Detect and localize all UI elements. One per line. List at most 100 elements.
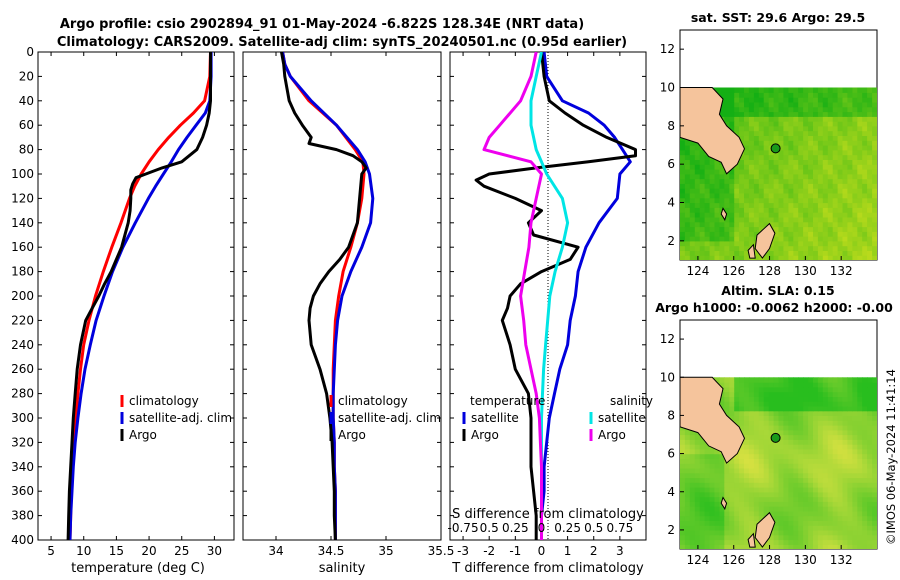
field-cell [778, 434, 784, 440]
field-cell [872, 178, 877, 184]
field-cell [827, 111, 834, 117]
field-cell [714, 240, 720, 247]
field-cell [744, 463, 750, 469]
field-cell [788, 410, 794, 416]
field-cell [852, 207, 858, 213]
field-cell [729, 544, 735, 549]
field-cell [813, 173, 819, 180]
field-cell [793, 106, 799, 113]
field-cell [872, 405, 877, 412]
field-cell [704, 506, 711, 512]
field-cell [813, 87, 819, 93]
field-cell [758, 106, 765, 113]
field-cell [734, 529, 740, 536]
field-cell [739, 425, 745, 431]
field-cell [788, 149, 794, 156]
field-cell [822, 178, 829, 184]
field-cell [773, 496, 780, 502]
field-cell [680, 501, 686, 507]
field-cell [793, 425, 799, 431]
field-cell [872, 544, 877, 549]
field-cell [842, 410, 848, 416]
field-cell [852, 221, 858, 228]
field-cell [872, 439, 877, 445]
field-cell [822, 453, 829, 459]
field-cell [758, 506, 765, 512]
field-cell [763, 434, 770, 440]
field-cell [783, 202, 789, 208]
field-cell [827, 458, 834, 464]
field-cell [847, 401, 853, 407]
field-cell [813, 202, 819, 208]
field-cell [808, 420, 814, 426]
field-cell [862, 221, 868, 228]
field-cell [837, 169, 844, 175]
field-cell [734, 226, 740, 232]
field-cell [817, 178, 824, 184]
field-cell [699, 149, 706, 156]
field-cell [783, 111, 789, 117]
field-cell [744, 501, 750, 507]
field-cell [778, 396, 784, 402]
field-cell [832, 159, 839, 165]
field-cell [842, 111, 848, 117]
field-cell [798, 396, 804, 402]
field-cell [744, 140, 750, 146]
field-cell [748, 164, 755, 170]
field-cell [763, 405, 770, 412]
field-cell [783, 212, 789, 218]
field-cell [808, 121, 814, 127]
field-cell [788, 245, 794, 251]
map-y-tick-label: 6 [667, 157, 675, 171]
field-cell [837, 525, 844, 531]
x-tick-label: 10 [76, 544, 91, 558]
field-cell [872, 501, 877, 507]
field-cell [837, 458, 844, 464]
field-cell [783, 463, 789, 469]
field-cell [847, 487, 853, 493]
field-cell [822, 145, 829, 151]
field-cell [798, 92, 804, 98]
field-cell [753, 458, 760, 464]
field-cell [734, 240, 740, 247]
sst-map-title: sat. SST: 29.6 Argo: 29.5 [691, 10, 865, 25]
field-cell [867, 92, 873, 98]
field-cell [852, 448, 858, 455]
field-cell [832, 444, 839, 450]
field-cell [773, 510, 780, 517]
field-cell [872, 106, 877, 113]
field-cell [773, 197, 780, 204]
field-cell [813, 97, 819, 103]
field-cell [817, 420, 824, 426]
field-cell [773, 391, 780, 397]
field-cell [842, 429, 848, 436]
field-cell [719, 534, 725, 541]
field-cell [773, 140, 780, 146]
field-cell [837, 92, 844, 98]
legend-label-satellite: satellite-adj. clim [129, 411, 232, 425]
field-cell [783, 401, 789, 407]
field-cell [862, 501, 868, 507]
field-cell [744, 444, 750, 450]
field-cell [689, 458, 696, 464]
field-cell [793, 534, 799, 541]
field-cell [803, 477, 809, 483]
field-cell [842, 487, 848, 493]
field-cell [773, 458, 780, 464]
field-cell [729, 192, 735, 199]
field-cell [694, 463, 701, 469]
field-cell [689, 192, 696, 199]
field-cell [778, 212, 784, 218]
field-cell [798, 231, 804, 237]
field-cell [803, 382, 809, 388]
field-cell [827, 420, 834, 426]
field-cell [813, 197, 819, 204]
field-cell [793, 202, 799, 208]
field-cell [832, 401, 839, 407]
field-cell [832, 544, 839, 549]
field-cell [862, 197, 868, 204]
field-cell [837, 106, 844, 113]
field-cell [847, 207, 853, 213]
field-cell [744, 116, 750, 122]
field-cell [714, 477, 720, 483]
